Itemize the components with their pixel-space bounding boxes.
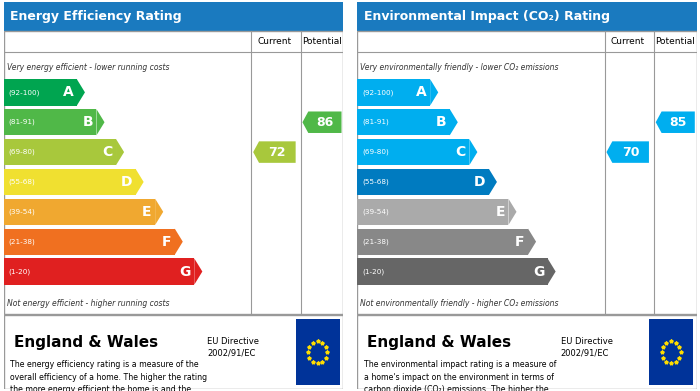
- Text: C: C: [456, 145, 466, 159]
- Text: Not energy efficient - higher running costs: Not energy efficient - higher running co…: [7, 300, 169, 308]
- Text: (69-80): (69-80): [362, 149, 389, 155]
- Text: D: D: [120, 175, 132, 189]
- Bar: [357, 316, 696, 389]
- Polygon shape: [449, 109, 458, 135]
- Text: (21-38): (21-38): [8, 239, 35, 245]
- Text: Energy Efficiency Rating: Energy Efficiency Rating: [10, 10, 182, 23]
- Text: 72: 72: [269, 145, 286, 159]
- Bar: [357, 139, 469, 165]
- Polygon shape: [469, 139, 477, 165]
- Text: (92-100): (92-100): [8, 89, 40, 96]
- Polygon shape: [489, 169, 497, 195]
- Text: England & Wales: England & Wales: [14, 335, 158, 350]
- Text: Current: Current: [610, 37, 645, 46]
- Text: (39-54): (39-54): [362, 208, 389, 215]
- Text: (81-91): (81-91): [8, 119, 35, 126]
- Text: England & Wales: England & Wales: [367, 335, 511, 350]
- Text: (1-20): (1-20): [362, 268, 384, 275]
- Bar: [4, 228, 175, 255]
- Text: G: G: [533, 265, 544, 278]
- Text: The energy efficiency rating is a measure of the
overall efficiency of a home. T: The energy efficiency rating is a measur…: [10, 361, 207, 391]
- Bar: [4, 199, 155, 225]
- Polygon shape: [656, 111, 695, 133]
- Bar: [4, 31, 343, 314]
- Text: (55-68): (55-68): [8, 179, 35, 185]
- Polygon shape: [175, 228, 183, 255]
- Text: Very environmentally friendly - lower CO₂ emissions: Very environmentally friendly - lower CO…: [360, 63, 559, 72]
- Text: A: A: [416, 85, 427, 99]
- Text: Potential: Potential: [302, 37, 342, 46]
- Bar: [357, 2, 696, 31]
- Bar: [357, 31, 696, 314]
- Bar: [4, 316, 343, 389]
- Text: G: G: [179, 265, 191, 278]
- Text: (55-68): (55-68): [362, 179, 389, 185]
- Bar: [357, 79, 430, 106]
- Text: 86: 86: [316, 116, 333, 129]
- Text: (39-54): (39-54): [8, 208, 35, 215]
- Bar: [649, 319, 693, 385]
- Text: (69-80): (69-80): [8, 149, 35, 155]
- Text: The environmental impact rating is a measure of
a home's impact on the environme: The environmental impact rating is a mea…: [363, 361, 556, 391]
- Bar: [357, 169, 489, 195]
- Text: (92-100): (92-100): [362, 89, 393, 96]
- Text: Not environmentally friendly - higher CO₂ emissions: Not environmentally friendly - higher CO…: [360, 300, 559, 308]
- Text: Potential: Potential: [655, 37, 695, 46]
- Polygon shape: [116, 139, 124, 165]
- Bar: [357, 228, 528, 255]
- Bar: [357, 109, 449, 135]
- Bar: [4, 79, 77, 106]
- Polygon shape: [136, 169, 144, 195]
- Polygon shape: [97, 109, 104, 135]
- Polygon shape: [528, 228, 536, 255]
- Polygon shape: [302, 111, 342, 133]
- Polygon shape: [77, 79, 85, 106]
- Bar: [4, 109, 97, 135]
- Polygon shape: [430, 79, 438, 106]
- Polygon shape: [606, 141, 649, 163]
- Polygon shape: [508, 199, 517, 225]
- Bar: [357, 199, 508, 225]
- Text: EU Directive
2002/91/EC: EU Directive 2002/91/EC: [207, 337, 259, 358]
- Text: F: F: [515, 235, 524, 249]
- Text: (21-38): (21-38): [362, 239, 389, 245]
- Polygon shape: [547, 258, 556, 285]
- Bar: [295, 319, 340, 385]
- Text: 85: 85: [669, 116, 687, 129]
- Text: Very energy efficient - lower running costs: Very energy efficient - lower running co…: [7, 63, 169, 72]
- Text: EU Directive
2002/91/EC: EU Directive 2002/91/EC: [561, 337, 612, 358]
- Bar: [4, 258, 195, 285]
- Text: (1-20): (1-20): [8, 268, 31, 275]
- Text: 70: 70: [622, 145, 639, 159]
- Text: F: F: [162, 235, 172, 249]
- Text: Environmental Impact (CO₂) Rating: Environmental Impact (CO₂) Rating: [363, 10, 610, 23]
- Text: E: E: [142, 205, 152, 219]
- Bar: [4, 169, 136, 195]
- Polygon shape: [155, 199, 163, 225]
- Text: (81-91): (81-91): [362, 119, 389, 126]
- Bar: [4, 2, 343, 31]
- Polygon shape: [253, 141, 295, 163]
- Text: C: C: [102, 145, 113, 159]
- Bar: [4, 139, 116, 165]
- Text: B: B: [83, 115, 93, 129]
- Bar: [357, 258, 547, 285]
- Text: E: E: [496, 205, 505, 219]
- Polygon shape: [195, 258, 202, 285]
- Text: D: D: [474, 175, 486, 189]
- Text: A: A: [63, 85, 74, 99]
- Text: B: B: [435, 115, 447, 129]
- Text: Current: Current: [258, 37, 291, 46]
